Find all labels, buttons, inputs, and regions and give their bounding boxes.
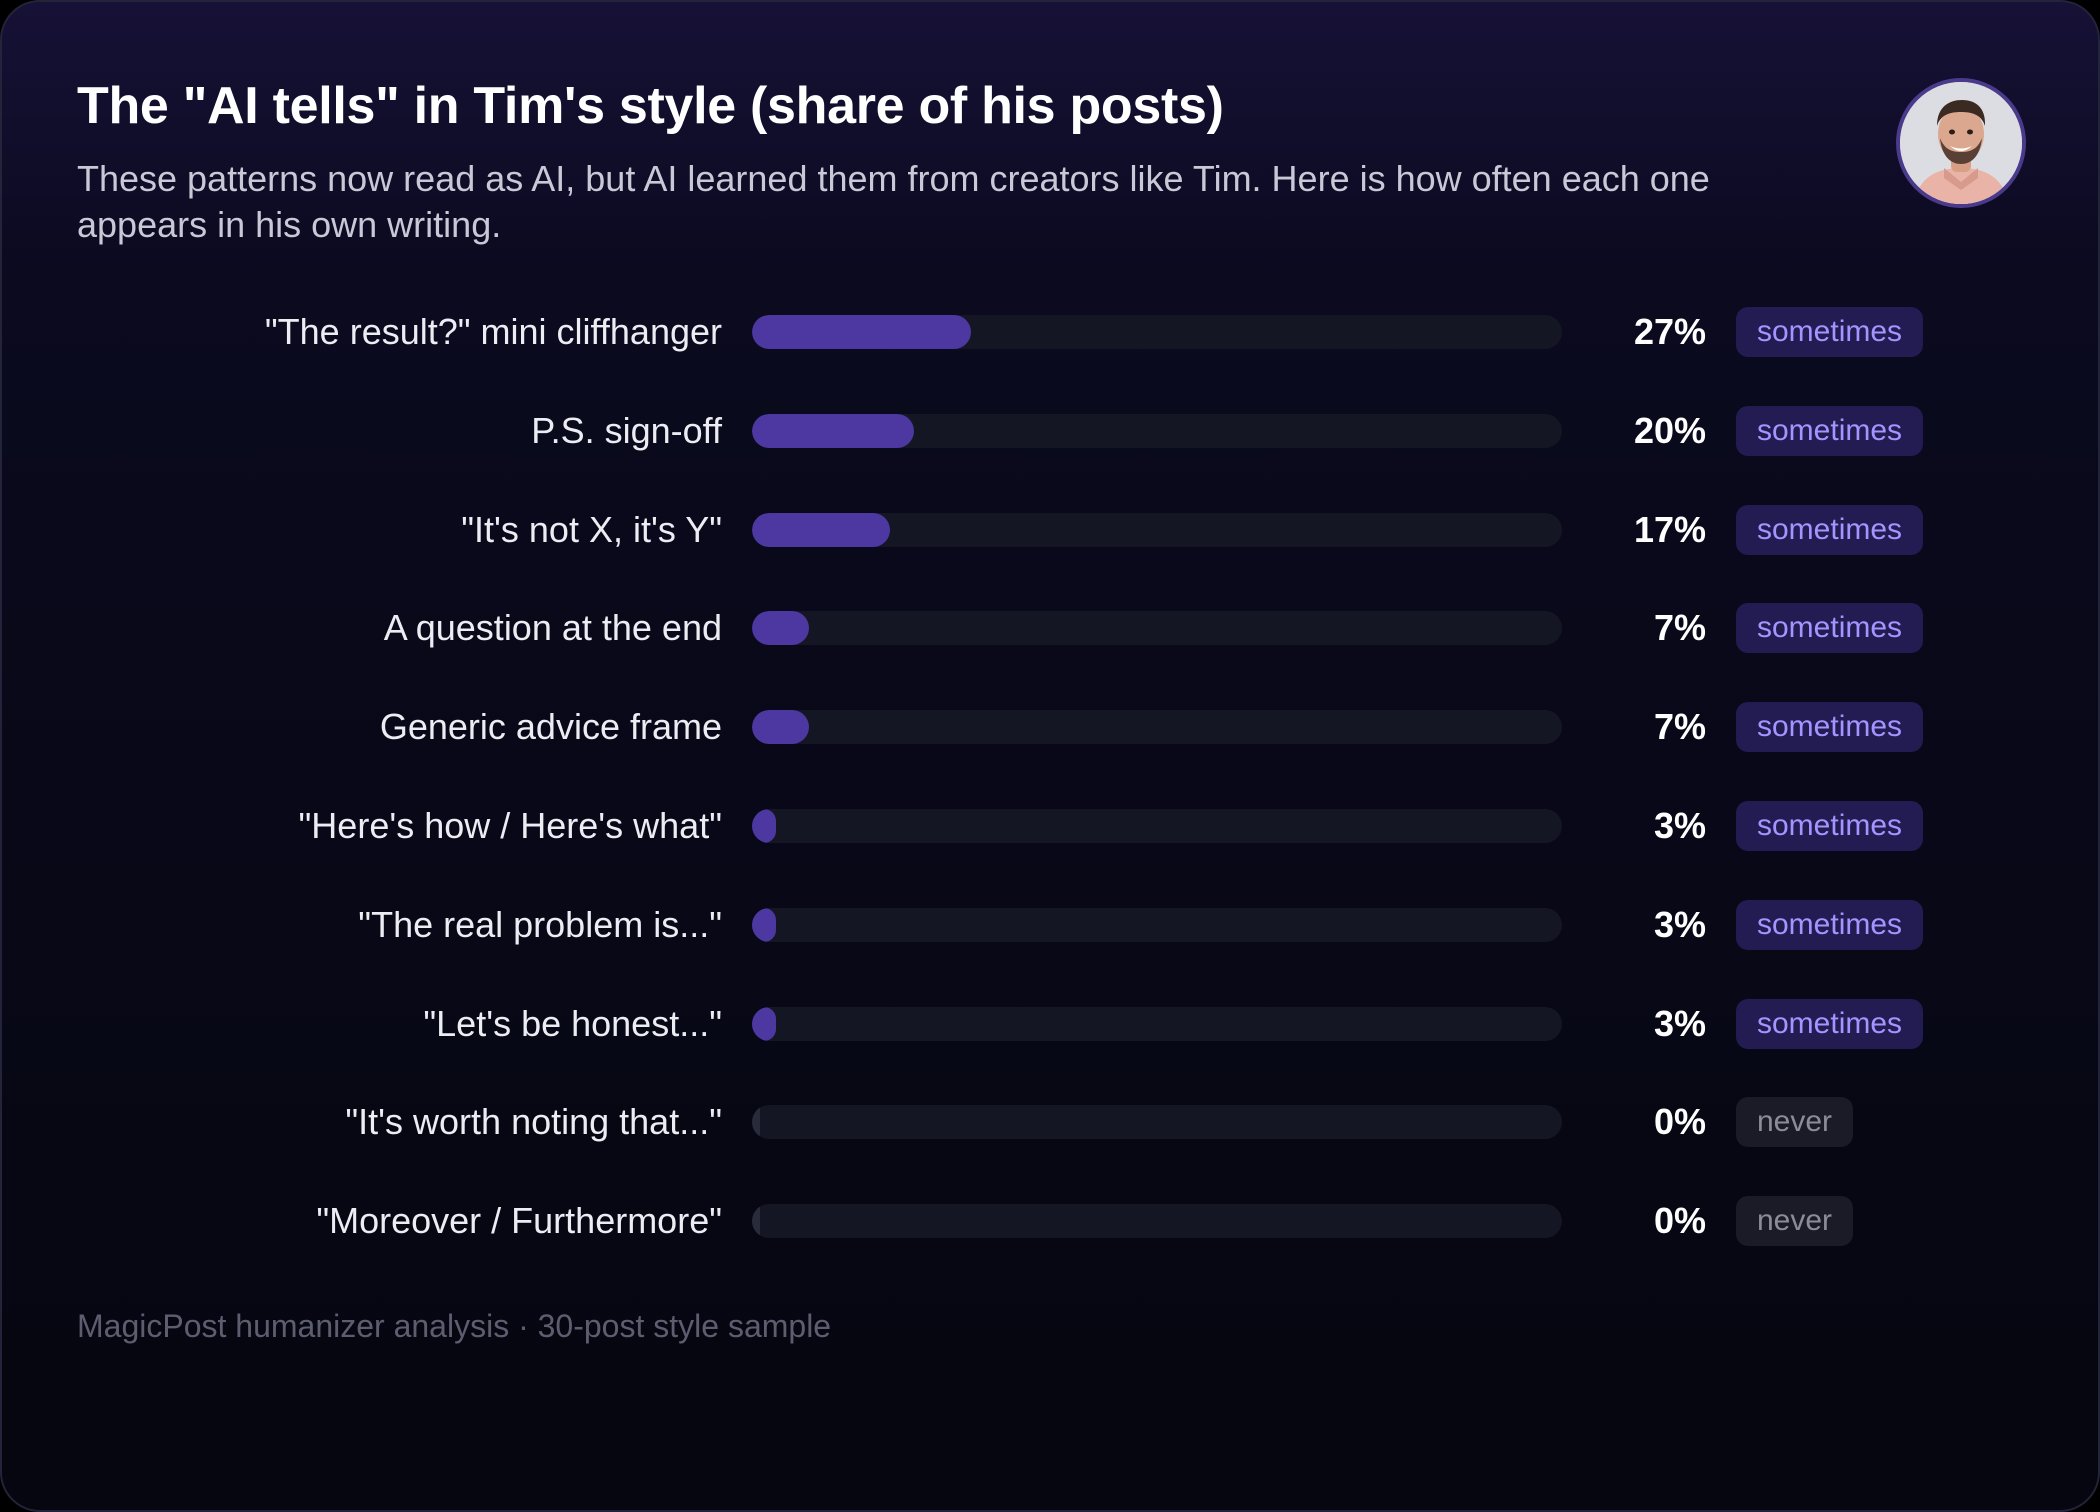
bar (752, 1105, 760, 1140)
frequency-badge: sometimes (1736, 801, 1924, 851)
bar-row: "Moreover / Furthermore" 0% never (2, 1191, 2098, 1251)
category-label: A question at the end (383, 607, 722, 649)
bar-row: "It's worth noting that..." 0% never (2, 1092, 2098, 1152)
value-label: 0% (1653, 1101, 1706, 1143)
value-label: 3% (1653, 1002, 1706, 1044)
bar-track (752, 512, 1562, 547)
bar (752, 611, 809, 646)
category-label: P.S. sign-off (531, 409, 722, 451)
chart-source-note: MagicPost humanizer analysis · 30-post s… (77, 1308, 832, 1344)
value-label: 7% (1653, 607, 1706, 649)
bar (752, 809, 777, 843)
bar (752, 1204, 760, 1239)
bar (752, 315, 971, 349)
category-label: "The result?" mini cliffhanger (264, 311, 722, 352)
bar (752, 907, 777, 942)
bar-row: Generic advice frame 7% sometimes (2, 697, 2098, 757)
value-label: 17% (1633, 508, 1706, 550)
bar-track (752, 611, 1562, 646)
value-label: 0% (1653, 1200, 1706, 1242)
bar-track (752, 315, 1562, 349)
value-label: 27% (1633, 311, 1706, 352)
category-label: "It's not X, it's Y" (461, 508, 722, 550)
bar (752, 1006, 777, 1041)
bar-track (752, 710, 1562, 745)
avatar-portrait (1900, 82, 2022, 204)
frequency-badge: sometimes (1736, 504, 1924, 555)
frequency-badge: sometimes (1736, 998, 1924, 1049)
frequency-badge: sometimes (1736, 405, 1924, 456)
value-label: 7% (1653, 706, 1706, 748)
frequency-badge: never (1736, 1097, 1854, 1148)
bar-track (752, 809, 1562, 843)
chart-title: The "AI tells" in Tim's style (share of … (77, 77, 1224, 135)
category-label: Generic advice frame (379, 706, 722, 748)
category-label: "It's worth noting that..." (345, 1101, 722, 1143)
frequency-badge: sometimes (1736, 603, 1924, 654)
bar (752, 413, 914, 448)
frequency-badge: never (1736, 1196, 1854, 1247)
person-avatar-icon (1896, 78, 2026, 208)
bar-track (752, 1105, 1562, 1140)
bar-track (752, 413, 1562, 448)
bar-track (752, 1204, 1562, 1239)
category-label: "Let's be honest..." (423, 1002, 722, 1044)
frequency-badge: sometimes (1736, 899, 1924, 950)
frequency-badge: sometimes (1736, 307, 1924, 357)
bar-row: "It's not X, it's Y" 17% sometimes (2, 500, 2098, 560)
bar-row: "The real problem is..." 3% sometimes (2, 895, 2098, 955)
value-label: 3% (1653, 805, 1706, 846)
bar-row: "Here's how / Here's what" 3% sometimes (2, 796, 2098, 856)
bar-row: P.S. sign-off 20% sometimes (2, 401, 2098, 461)
bar-track (752, 907, 1562, 942)
value-label: 3% (1653, 903, 1706, 945)
bar-track (752, 1006, 1562, 1041)
bar-row: "The result?" mini cliffhanger 27% sometim… (2, 302, 2098, 362)
chart-subtitle: These patterns now read as AI, but AI le… (77, 158, 1710, 245)
category-label: "The real problem is..." (358, 903, 722, 945)
bar (752, 512, 890, 547)
frequency-badge: sometimes (1736, 702, 1924, 753)
category-label: "Moreover / Furthermore" (316, 1200, 722, 1242)
value-label: 20% (1633, 409, 1706, 451)
bar (752, 710, 809, 745)
category-label: "Here's how / Here's what" (298, 805, 722, 846)
bar-row: A question at the end 7% sometimes (2, 598, 2098, 658)
bar-row: "Let's be honest..." 3% sometimes (2, 994, 2098, 1054)
